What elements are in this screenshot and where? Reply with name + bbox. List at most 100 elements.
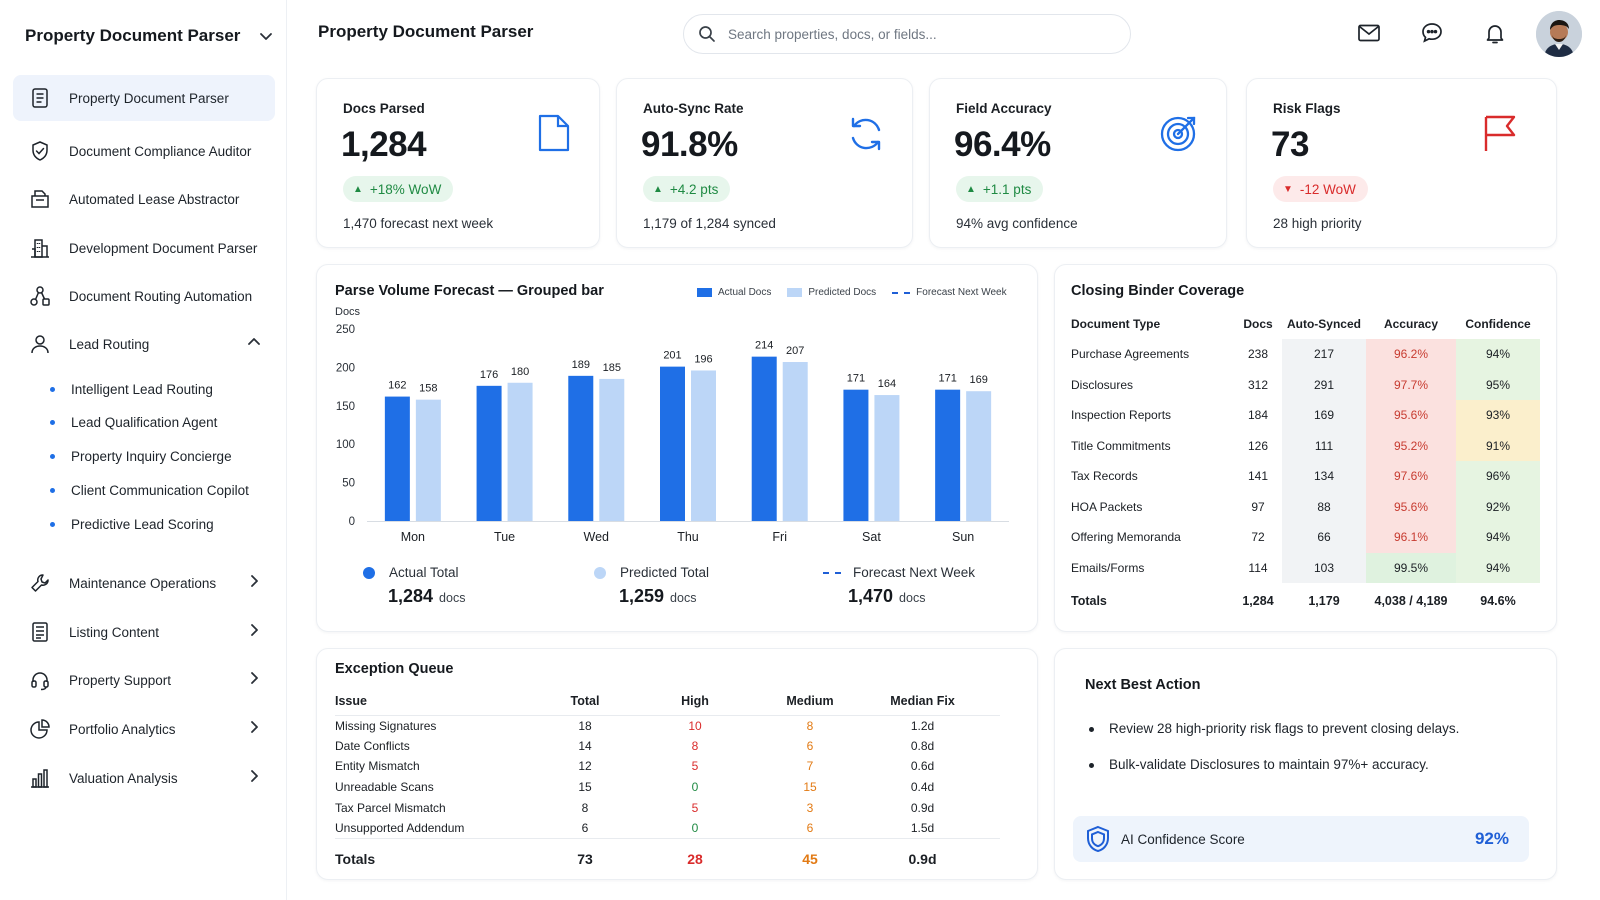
sidebar-subitem-lead-qualification-agent[interactable]: Lead Qualification Agent bbox=[50, 411, 217, 433]
table-cell: 111 bbox=[1282, 430, 1366, 461]
table-row[interactable]: Unreadable Scans 15 0 15 0.4d bbox=[335, 777, 1000, 798]
legend-swatch bbox=[787, 288, 803, 297]
search-icon bbox=[698, 25, 716, 43]
table-row[interactable]: Unsupported Addendum 6 0 6 1.5d bbox=[335, 818, 1000, 839]
column-header: Median Fix bbox=[845, 687, 1000, 716]
bar-predicted bbox=[966, 391, 992, 521]
bar-predicted bbox=[415, 399, 441, 521]
data-label: 171 bbox=[938, 373, 956, 385]
search-bar[interactable] bbox=[683, 14, 1131, 54]
chat-icon[interactable] bbox=[1420, 21, 1444, 45]
table-cell: 96.2% bbox=[1366, 339, 1456, 370]
data-label: 171 bbox=[847, 373, 865, 385]
sidebar-subitem-property-inquiry-concierge[interactable]: Property Inquiry Concierge bbox=[50, 445, 232, 467]
bar-predicted bbox=[599, 378, 625, 521]
table-cell: 126 bbox=[1247, 438, 1269, 453]
table-cell: Totals bbox=[335, 838, 555, 879]
next-action-title: Next Best Action bbox=[1085, 677, 1201, 693]
table-cell: Tax Parcel Mismatch bbox=[335, 800, 446, 815]
table-cell: 66 bbox=[1282, 522, 1366, 553]
action-item[interactable]: Review 28 high-priority risk flags to pr… bbox=[1087, 721, 1459, 757]
table-row[interactable]: Missing Signatures 18 10 8 1.2d bbox=[335, 715, 1000, 736]
table-row[interactable]: Inspection Reports 184 169 95.6% 93% bbox=[1069, 400, 1540, 431]
workspace-switcher[interactable]: Property Document Parser bbox=[25, 24, 273, 48]
table-cell: 15 bbox=[803, 780, 817, 795]
data-label: 214 bbox=[755, 340, 773, 352]
sidebar: Property Document Parser Property Docume… bbox=[0, 0, 287, 900]
table-cell: Unreadable Scans bbox=[335, 780, 434, 795]
table-cell: HOA Packets bbox=[1071, 499, 1143, 514]
sidebar-item-label: Portfolio Analytics bbox=[69, 721, 176, 737]
bullet-icon bbox=[50, 419, 55, 425]
sidebar-subitem-predictive-lead-scoring[interactable]: Predictive Lead Scoring bbox=[50, 513, 214, 535]
dot-icon bbox=[363, 566, 375, 579]
table-row[interactable]: Disclosures 312 291 97.7% 95% bbox=[1069, 369, 1540, 400]
sidebar-item-label: Development Document Parser bbox=[69, 240, 258, 256]
sidebar-subitem-intelligent-lead-routing[interactable]: Intelligent Lead Routing bbox=[50, 378, 213, 400]
sidebar-item-property-document-parser[interactable]: Property Document Parser bbox=[13, 75, 275, 121]
sidebar-item-document-compliance-auditor[interactable]: Document Compliance Auditor bbox=[13, 128, 275, 174]
table-cell: 169 bbox=[1282, 400, 1366, 431]
table-row[interactable]: Date Conflicts 14 8 6 0.8d bbox=[335, 736, 1000, 757]
column-header: Total bbox=[555, 687, 615, 716]
table-cell: Title Commitments bbox=[1071, 438, 1171, 453]
bell-icon[interactable] bbox=[1483, 21, 1507, 45]
bar-actual bbox=[476, 385, 502, 521]
arrow-up-icon: ▲ bbox=[966, 183, 976, 195]
table-row[interactable]: Entity Mismatch 12 5 7 0.6d bbox=[335, 756, 1000, 777]
data-label: 164 bbox=[878, 378, 896, 390]
column-header: Auto-Synced bbox=[1286, 317, 1361, 331]
table-cell: Emails/Forms bbox=[1071, 560, 1145, 575]
arrow-up-icon: ▲ bbox=[653, 183, 663, 195]
sidebar-item-automated-lease-abstractor[interactable]: Automated Lease Abstractor bbox=[13, 176, 275, 222]
kpi-title: Field Accuracy bbox=[956, 101, 1052, 116]
table-cell: 72 bbox=[1251, 530, 1265, 545]
bar-actual bbox=[751, 356, 777, 521]
sidebar-item-document-routing-automation[interactable]: Document Routing Automation bbox=[13, 273, 275, 319]
bar-predicted bbox=[874, 395, 900, 521]
table-cell: 8 bbox=[806, 718, 814, 733]
action-item[interactable]: Bulk-validate Disclosures to maintain 97… bbox=[1087, 757, 1459, 793]
kpi-title: Auto-Sync Rate bbox=[643, 101, 744, 116]
search-input[interactable] bbox=[728, 26, 1108, 42]
table-row[interactable]: Purchase Agreements 238 217 96.2% 94% bbox=[1069, 339, 1540, 370]
totals-row: Totals 73 28 45 0.9d bbox=[335, 838, 1000, 879]
kpi-value: 1,284 bbox=[341, 125, 427, 164]
list-icon bbox=[27, 619, 53, 645]
document-icon bbox=[537, 113, 571, 153]
user-avatar[interactable] bbox=[1536, 11, 1582, 57]
table-row[interactable]: Emails/Forms 114 103 99.5% 94% bbox=[1069, 552, 1540, 583]
trend-badge: ▲ +4.2 pts bbox=[643, 176, 731, 202]
forecast-card: Parse Volume Forecast — Grouped bar Actu… bbox=[316, 264, 1038, 632]
total-actual: Actual Total 1,284 docs bbox=[363, 565, 465, 607]
table-row[interactable]: HOA Packets 97 88 95.6% 92% bbox=[1069, 491, 1540, 522]
legend-label: Predicted Docs bbox=[808, 287, 877, 298]
kpi-subtext: 28 high priority bbox=[1273, 216, 1362, 231]
table-cell: 114 bbox=[1248, 560, 1268, 575]
sidebar-item-maintenance-operations[interactable]: Maintenance Operations bbox=[13, 560, 275, 606]
x-tick-label: Tue bbox=[494, 530, 515, 544]
sidebar-item-lead-routing[interactable]: Lead Routing bbox=[13, 321, 275, 367]
sidebar-subitem-client-communication-copilot[interactable]: Client Communication Copilot bbox=[50, 479, 249, 501]
coverage-title: Closing Binder Coverage bbox=[1071, 283, 1245, 299]
table-row[interactable]: Title Commitments 126 111 95.2% 91% bbox=[1069, 430, 1540, 461]
bar-actual bbox=[935, 389, 961, 521]
dash-icon bbox=[823, 571, 841, 574]
bullet-icon bbox=[50, 521, 55, 527]
table-row[interactable]: Tax Parcel Mismatch 8 5 3 0.9d bbox=[335, 797, 1000, 818]
mail-icon[interactable] bbox=[1357, 21, 1381, 45]
table-row[interactable]: Tax Records 141 134 97.6% 96% bbox=[1069, 461, 1540, 492]
sidebar-item-portfolio-analytics[interactable]: Portfolio Analytics bbox=[13, 706, 275, 752]
x-tick-label: Fri bbox=[772, 530, 787, 544]
sidebar-item-listing-content[interactable]: Listing Content bbox=[13, 609, 275, 655]
badge-text: +18% WoW bbox=[369, 181, 442, 197]
sidebar-item-development-document-parser[interactable]: Development Document Parser bbox=[13, 225, 275, 271]
table-cell: 97.7% bbox=[1366, 369, 1456, 400]
table-row[interactable]: Offering Memoranda 72 66 96.1% 94% bbox=[1069, 522, 1540, 553]
sidebar-item-property-support[interactable]: Property Support bbox=[13, 657, 275, 703]
table-cell: Inspection Reports bbox=[1071, 408, 1172, 423]
legend-swatch bbox=[697, 288, 712, 297]
bar-actual bbox=[843, 389, 869, 521]
column-header: Accuracy bbox=[1383, 317, 1439, 331]
sidebar-item-valuation-analysis[interactable]: Valuation Analysis bbox=[13, 755, 275, 801]
